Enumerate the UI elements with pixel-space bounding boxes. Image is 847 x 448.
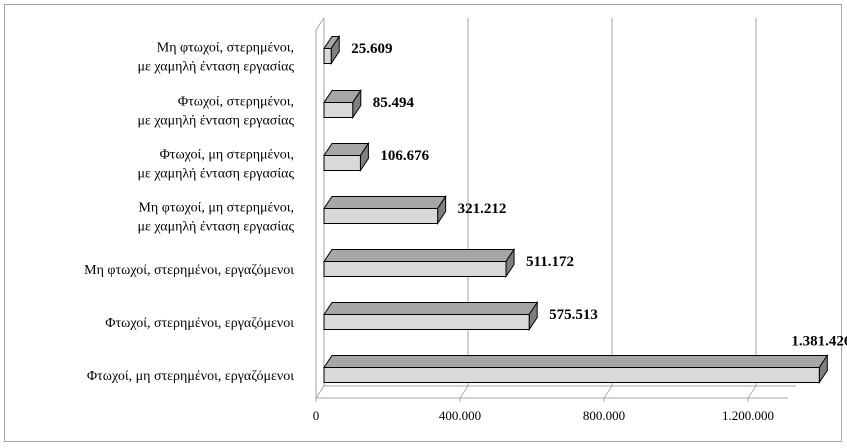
bar-top-face (323, 302, 539, 315)
axis-layer: 0 400.000 800.000 1.200.000 (313, 398, 774, 423)
bar-front-face (323, 208, 439, 224)
bar-3 (323, 194, 447, 226)
category-label-2: Φτωχοί, μη στερημένοι, με χαμηλή ένταση ε… (137, 148, 294, 182)
category-label-line: Φτωχοί, μη στερημένοι, εργαζόμενοι (87, 369, 294, 384)
bar-1 (323, 88, 362, 120)
bar-front-face (323, 155, 361, 171)
bar-top-face (323, 196, 447, 209)
value-label-6: 1.381.426 (791, 334, 847, 350)
bar-4 (323, 247, 515, 279)
bar-0 (323, 34, 341, 66)
category-label-line: Φτωχοί, μη στερημένοι, (160, 148, 294, 163)
x-tick-label-0: 0 (313, 408, 320, 423)
category-label-line: Μη φτωχοί, μη στερημένοι, (138, 201, 294, 216)
category-label-line: Μη φτωχοί, στερημένοι, (157, 41, 294, 56)
label-layer: 25.609 Μη φτωχοί, στερημένοι, με χαμηλή έν… (84, 41, 847, 385)
value-label-4: 511.172 (526, 254, 574, 270)
category-label-line: με χαμηλή ένταση εργασίας (137, 114, 294, 129)
category-label-4: Μη φτωχοί, στερημένοι, εργαζόμενοι (84, 263, 294, 278)
category-label-3: Μη φτωχοί, μη στερημένοι, με χαμηλή έντασ… (137, 201, 294, 235)
value-label-1: 85.494 (373, 95, 415, 111)
bar-top-face (323, 355, 829, 368)
category-label-0: Μη φτωχοί, στερημένοι, με χαμηλή ένταση ε… (137, 41, 294, 75)
category-label-line: με χαμηλή ένταση εργασίας (137, 60, 294, 75)
category-label-line: με χαμηλή ένταση εργασίας (137, 220, 294, 235)
category-label-1: Φτωχοί, στερημένοι, με χαμηλή ένταση εργα… (137, 95, 294, 129)
floor-gridline-3 (747, 385, 757, 399)
floor-gridline-1 (459, 385, 469, 399)
value-label-0: 25.609 (351, 41, 392, 57)
bar-front-face (323, 367, 820, 383)
category-label-line: Μη φτωχοί, στερημένοι, εργαζόμενοι (84, 263, 294, 278)
bar-front-face (323, 102, 354, 118)
bar-top-face (323, 249, 515, 262)
bar-6 (323, 353, 829, 385)
category-label-6: Φτωχοί, μη στερημένοι, εργαζόμενοι (87, 369, 294, 384)
value-label-3: 321.212 (458, 201, 507, 217)
floor-gridline-2 (603, 385, 613, 399)
bar-5 (323, 300, 539, 332)
value-label-5: 575.513 (549, 307, 598, 323)
bar-front-face (323, 48, 332, 64)
left-wall-top-edge (315, 17, 325, 31)
x-tick-label-3: 1.200.000 (722, 408, 774, 423)
x-tick-label-1: 400.000 (439, 408, 481, 423)
category-label-line: με χαμηλή ένταση εργασίας (137, 167, 294, 182)
floor-gridline-0 (315, 385, 325, 399)
bar-2 (323, 141, 370, 173)
category-label-5: Φτωχοί, στερημένοι, εργαζόμενοι (105, 316, 294, 331)
value-label-2: 106.676 (380, 148, 429, 164)
category-label-line: Φτωχοί, στερημένοι, (178, 95, 294, 110)
bar-front-face (323, 261, 507, 277)
category-label-line: Φτωχοί, στερημένοι, εργαζόμενοι (105, 316, 294, 331)
bar-layer (323, 34, 829, 385)
bar-front-face (323, 314, 530, 330)
x-tick-label-2: 800.000 (583, 408, 625, 423)
